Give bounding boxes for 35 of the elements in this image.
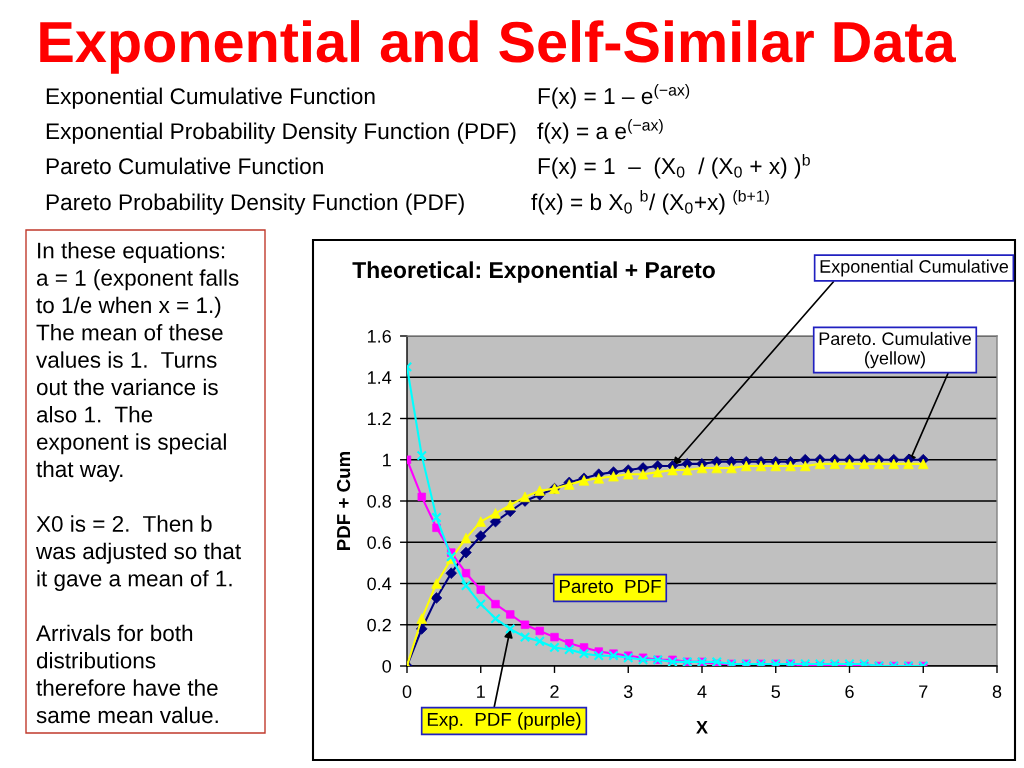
text: f(x) = a e$^{(−ax)}$: [537, 119, 663, 144]
annotation: Pareto PDF: [559, 579, 661, 594]
chart-subtitle: Theoretical: Exponential + Pareto: [352, 261, 715, 283]
y-axis-title: PDF + Cum: [336, 451, 351, 551]
x-tick-label: 2: [550, 685, 559, 698]
text: Exponential Cumulative Function: [46, 87, 375, 109]
x-tick-label: 3: [623, 685, 633, 699]
text: Pareto Probability Density Function (PDF): [46, 193, 464, 215]
x-tick-label: 5: [771, 685, 781, 699]
y-tick-label: 1.2: [368, 412, 391, 426]
x-tick-label: 1: [477, 685, 485, 698]
text: Pareto Cumulative Function: [46, 157, 323, 175]
x-tick-label: 0: [402, 685, 412, 699]
y-tick-label: 0.8: [367, 494, 391, 508]
x-axis-title: X: [696, 721, 708, 734]
text: F(x) = 1 – e$^{(−ax)}$: [538, 84, 690, 109]
y-tick-label: 1.4: [368, 371, 392, 384]
x-tick-label: 7: [919, 685, 928, 698]
text: f(x) = b X$_{0}$ $^{b}$/ (X$_{0}$+x) $^{(b+1)}$: [531, 190, 769, 215]
chart-title: Exponential and Self-Similar Data: [40, 20, 957, 74]
y-tick-label: 1: [383, 453, 391, 467]
text: In these equations: a = 1 (exponent falls to 1/e when x = 1.) The mean of these values is 1. Turns out the variance is also 1. The exponent is special that way. X0 is = 2. Then b was adjusted so that it gave a mean of 1. Arrivals for both distributions therefore have the same mean value.: [35, 242, 241, 724]
y-tick-label: 1.6: [368, 329, 391, 343]
text: F(x) = 1 – (X$_{0}$ / (X$_{0}$ + x) )$^{b}$: [538, 154, 810, 179]
annotation: Pareto. Cumulative (yellow): [819, 331, 971, 369]
x-tick-label: 4: [697, 685, 707, 698]
y-tick-label: 0.4: [367, 577, 392, 591]
x-tick-label: 8: [992, 685, 1002, 699]
y-tick-label: 0.2: [367, 618, 391, 632]
x-tick-label: 6: [845, 685, 854, 699]
y-tick-label: 0: [382, 659, 392, 673]
text: Exponential Probability Density Function (PDF): [46, 122, 516, 144]
y-tick-label: 0.6: [367, 536, 391, 549]
annotation: Exponential Cumulative: [820, 259, 1009, 277]
annotation: Exp. PDF (purple): [427, 712, 581, 730]
